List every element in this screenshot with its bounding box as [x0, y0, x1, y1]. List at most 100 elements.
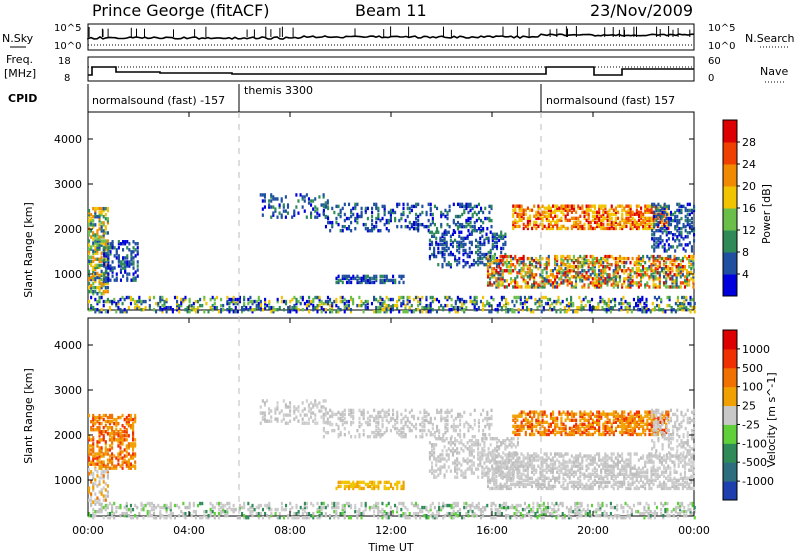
velocity-echo-cell [578, 507, 581, 512]
velocity-echo-cell [117, 438, 120, 442]
power-echo-cell [366, 299, 369, 304]
power-echo-cell [530, 285, 534, 289]
power-echo-cell [88, 255, 91, 259]
power-echo-cell [442, 305, 445, 310]
power-echo-cell [134, 254, 137, 258]
velocity-echo-cell [381, 507, 384, 512]
power-echo-cell [663, 202, 666, 207]
power-echo-cell [691, 297, 694, 302]
power-echo-cell [596, 222, 599, 227]
velocity-echo-cell [429, 432, 432, 437]
power-echo-cell [545, 216, 548, 221]
power-echo-cell [528, 214, 532, 218]
power-echo-cell [295, 193, 298, 197]
power-echo-cell [130, 262, 133, 266]
power-echo-cell [280, 199, 283, 203]
power-echo-cell [474, 238, 478, 243]
velocity-echo-cell [322, 428, 325, 433]
velocity-echo-cell [92, 448, 95, 452]
power-echo-cell [645, 303, 648, 308]
velocity-echo-cell [123, 426, 126, 430]
power-echo-cell [343, 301, 346, 306]
power-echo-cell [92, 292, 95, 296]
velocity-echo-cell [322, 435, 325, 439]
power-echo-cell [558, 206, 561, 210]
velocity-echo-cell [94, 415, 97, 420]
velocity-echo-cell [542, 511, 545, 516]
power-echo-cell [309, 213, 313, 217]
power-echo-cell [130, 258, 133, 262]
power-echo-cell [291, 297, 294, 302]
power-echo-cell [104, 231, 107, 235]
power-echo-cell [640, 206, 643, 210]
velocity-echo-cell [440, 505, 443, 510]
power-echo-cell [637, 214, 641, 218]
power-echo-cell [649, 310, 652, 314]
velocity-echo-cell [580, 503, 583, 508]
power-echo-cell [551, 269, 555, 273]
power-echo-cell [247, 307, 250, 312]
power-echo-cell [115, 278, 118, 282]
velocity-echo-cell [425, 513, 428, 518]
velocity-echo-cell [113, 421, 116, 426]
velocity-echo-cell [127, 417, 130, 422]
velocity-echo-cell [173, 503, 177, 508]
power-echo-cell [554, 277, 557, 281]
velocity-echo-cell [362, 428, 365, 433]
power-echo-cell [686, 256, 689, 261]
power-echo-cell [518, 256, 521, 261]
power-echo-cell [461, 307, 464, 312]
power-echo-cell [443, 230, 446, 234]
velocity-echo-cell [286, 405, 290, 409]
power-echo-cell [410, 303, 413, 308]
velocity-echo-cell [329, 414, 332, 419]
power-echo-cell [430, 234, 434, 239]
power-echo-cell [610, 204, 613, 208]
power-echo-cell [543, 206, 546, 210]
velocity-echo-cell [435, 408, 439, 413]
power-echo-cell [674, 249, 677, 253]
velocity-echo-cell [630, 511, 633, 516]
power-echo-cell [96, 229, 99, 233]
power-echo-cell [171, 307, 174, 312]
power-echo-cell [350, 276, 353, 281]
power-echo-cell [477, 248, 480, 253]
velocity-echo-cell [188, 505, 191, 510]
power-echo-cell [561, 299, 564, 304]
velocity-echo-cell [347, 516, 350, 520]
power-echo-cell [625, 277, 628, 281]
velocity-echo-cell [94, 456, 97, 460]
velocity-echo-cell [111, 513, 114, 518]
power-echo-cell [625, 210, 628, 214]
power-echo-cell [608, 226, 611, 231]
power-echo-cell [685, 297, 688, 302]
velocity-echo-cell [201, 501, 204, 506]
power-echo-cell [688, 202, 691, 207]
velocity-echo-cell [104, 450, 107, 454]
velocity-echo-cell [498, 511, 501, 516]
power-echo-cell [629, 281, 632, 285]
velocity-echo-cell [515, 503, 518, 508]
power-echo-cell [96, 251, 99, 255]
velocity-echo-cell [280, 419, 283, 423]
power-echo-cell [678, 220, 681, 225]
velocity-echo-cell [98, 428, 101, 432]
power-echo-cell [639, 269, 643, 273]
power-echo-cell [435, 240, 438, 245]
power-echo-cell [646, 216, 649, 221]
velocity-echo-cell [679, 505, 682, 510]
power-echo-cell [479, 230, 482, 234]
power-echo-cell [473, 226, 476, 231]
power-echo-cell [249, 299, 252, 304]
velocity-echo-cell [433, 435, 436, 439]
power-echo-cell [470, 240, 473, 245]
power-echo-cell [419, 222, 422, 227]
power-echo-cell [598, 277, 601, 281]
power-echo-cell [398, 218, 401, 223]
power-echo-cell [408, 295, 411, 300]
power-echo-cell [686, 243, 689, 247]
velocity-echo-cell [689, 511, 692, 516]
power-echo-cell [414, 295, 418, 300]
velocity-echo-cell [603, 509, 606, 514]
power-echo-cell [467, 210, 470, 215]
